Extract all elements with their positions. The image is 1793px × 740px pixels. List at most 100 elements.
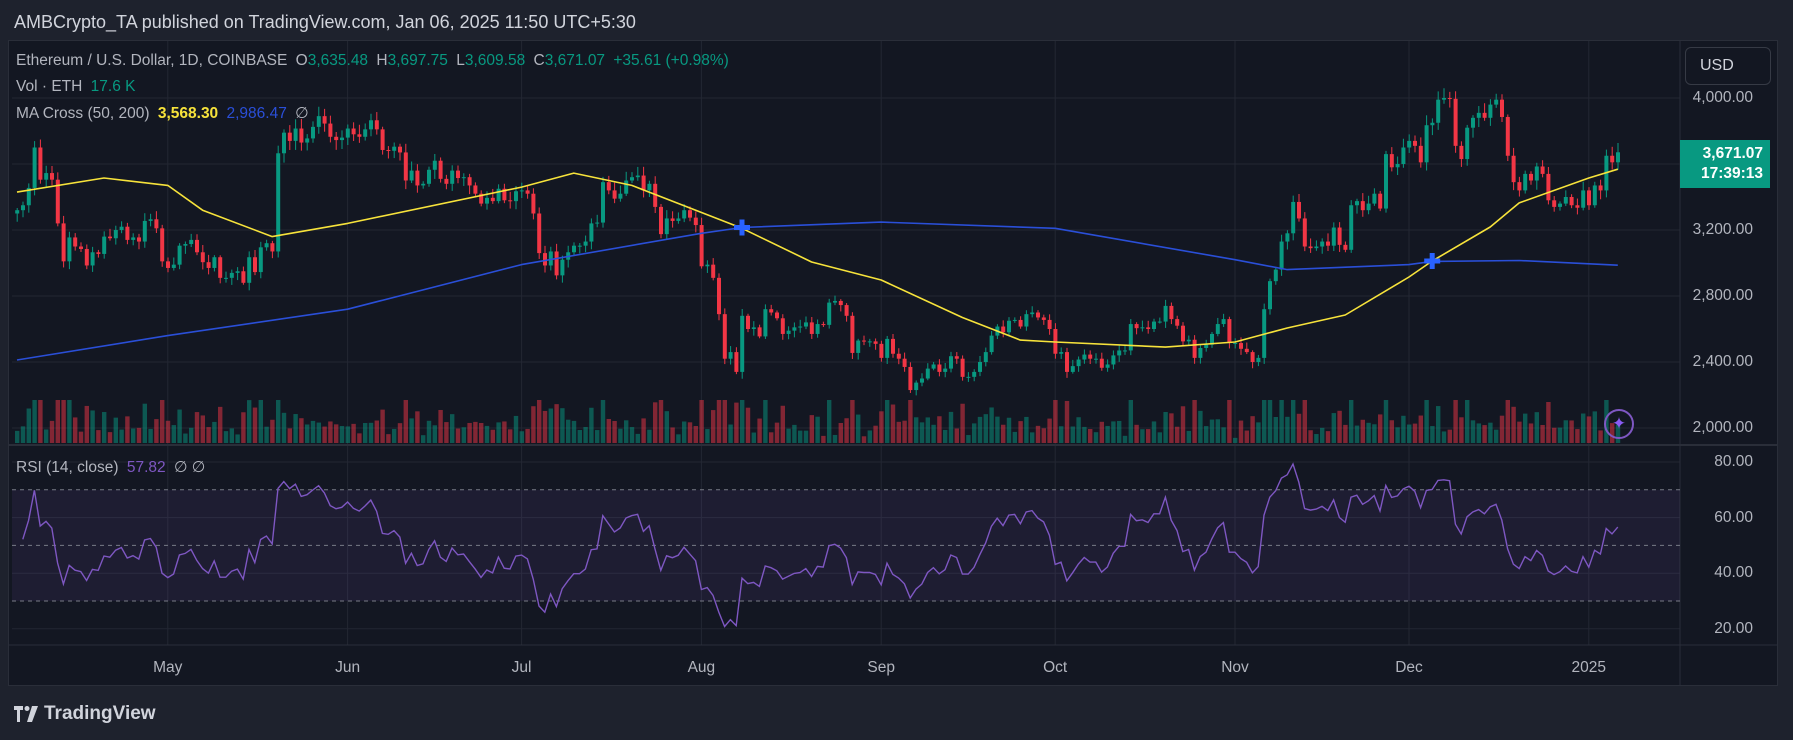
volume-bar [1430, 426, 1435, 443]
candle-body [67, 237, 72, 262]
candle-body [1204, 344, 1209, 348]
volume-bar [1001, 424, 1006, 443]
volume-bar [368, 422, 374, 443]
candle-body [1331, 227, 1336, 246]
candle-body [322, 116, 327, 124]
footer-logo[interactable]: TradingView [14, 703, 156, 725]
candle-body [775, 312, 779, 319]
price-axis-label: 2,000.00 [1692, 419, 1753, 436]
candle-body [1175, 319, 1180, 326]
volume-bar [1169, 413, 1174, 443]
candle-body [838, 300, 843, 306]
volume-bar [328, 421, 333, 443]
volume-bar [438, 409, 443, 443]
volume-bar [1151, 421, 1157, 443]
candle-body [415, 170, 420, 186]
volume-bar [345, 426, 350, 443]
candle-body [514, 191, 518, 202]
volume-bar [1523, 413, 1528, 443]
candle-body [757, 327, 762, 337]
volume-value: 17.6 K [90, 78, 136, 95]
candle-body [119, 226, 124, 230]
candle-body [218, 257, 223, 278]
candle-body [1239, 343, 1243, 349]
volume-label: Vol · ETH [16, 78, 83, 95]
volume-bar [705, 429, 710, 443]
time-axis-label: Dec [1395, 659, 1423, 676]
candle-body [1181, 325, 1185, 342]
volume-bar [490, 429, 495, 443]
volume-bar [1070, 426, 1075, 443]
candle-body [171, 264, 176, 268]
candle-body [954, 356, 959, 359]
symbol-title[interactable]: Ethereum / U.S. Dollar, 1D, COINBASE [16, 52, 288, 69]
volume-bar [310, 420, 316, 443]
volume-bar [67, 400, 72, 443]
volume-bar [1586, 416, 1592, 443]
candle-body [276, 153, 281, 252]
volume-legend[interactable]: Vol · ETH 17.6 K [16, 78, 139, 96]
price-axis-label: 4,000.00 [1692, 89, 1753, 106]
candle-body [1343, 244, 1348, 250]
currency-button[interactable]: USD [1685, 47, 1771, 85]
candle-body [1320, 241, 1325, 247]
volume-bar [583, 427, 588, 443]
volume-bar [1035, 425, 1041, 443]
last-price-label: 3,671.07 17:39:13 [1680, 140, 1770, 188]
ma-cross-label: MA Cross (50, 200) [16, 105, 150, 122]
candle-body [1395, 164, 1400, 168]
volume-bar [1476, 423, 1481, 443]
ma-cross-legend[interactable]: MA Cross (50, 200) 3,568.30 2,986.47 ∅ [16, 104, 313, 123]
candle-body [403, 152, 408, 181]
volume-bar [577, 429, 582, 443]
chart-frame[interactable] [8, 40, 1778, 686]
candle-body [316, 116, 321, 127]
volume-bar [1134, 424, 1139, 443]
candle-body [1517, 182, 1522, 191]
volume-bar [1528, 423, 1534, 443]
volume-bar [919, 422, 925, 443]
volume-bar [1465, 400, 1470, 443]
volume-bar [1511, 406, 1516, 443]
volume-bar [136, 427, 142, 443]
candle-body [688, 210, 692, 218]
volume-bar [989, 407, 994, 443]
candle-body [1302, 218, 1307, 247]
candle-body [287, 132, 292, 141]
candle-body [15, 210, 20, 214]
candle-body [1471, 117, 1475, 128]
candle-body [38, 147, 43, 180]
candle-body [804, 322, 808, 327]
candle-body [717, 277, 721, 315]
candle-body [1094, 358, 1098, 360]
volume-bar [1424, 400, 1429, 443]
candle-body [531, 193, 536, 214]
volume-bar [890, 404, 896, 443]
volume-bar [821, 435, 826, 443]
candle-body [960, 358, 965, 377]
volume-bar [148, 428, 153, 443]
candle-body [50, 173, 54, 180]
high-value: 3,697.75 [387, 52, 448, 69]
candle-body [844, 305, 849, 316]
volume-bar [351, 423, 356, 443]
volume-bar [194, 412, 200, 443]
volume-bar [658, 400, 664, 443]
candle-body [456, 170, 460, 179]
volume-bar [479, 422, 484, 443]
time-axis-label: Sep [867, 659, 895, 676]
candle-body [96, 252, 101, 254]
sparkle-assistant-button[interactable]: ✦ [1604, 409, 1634, 439]
volume-bar [815, 416, 820, 443]
rsi-legend[interactable]: RSI (14, close) 57.82 ∅ ∅ [16, 458, 209, 477]
candle-body [1430, 122, 1435, 126]
candle-body [1036, 312, 1040, 318]
candle-body [606, 182, 611, 191]
candle-body [670, 218, 675, 221]
volume-bar [154, 419, 159, 443]
volume-bar [1192, 400, 1197, 443]
candle-body [821, 324, 826, 326]
candle-body [1076, 359, 1081, 367]
volume-bar [1122, 435, 1128, 443]
